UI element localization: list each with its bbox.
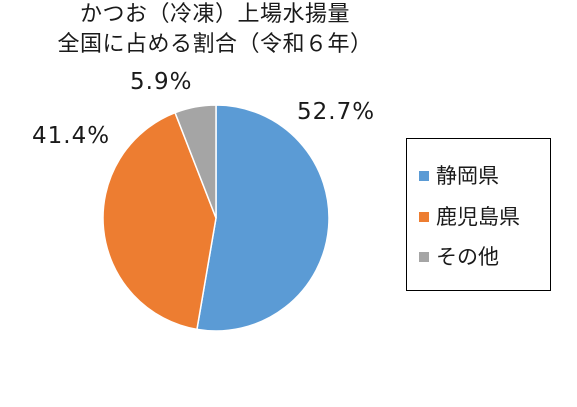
legend-item-other: その他 (419, 244, 499, 270)
pie-slices (102, 104, 330, 332)
legend-label-kagoshima: 鹿児島県 (436, 205, 520, 229)
legend-label-shizuoka: 静岡県 (436, 164, 499, 188)
legend-swatch-kagoshima (419, 212, 429, 222)
legend-label-other: その他 (436, 245, 499, 269)
data-label-shizuoka: 52.7% (297, 99, 376, 125)
legend: 静岡県 鹿児島県 その他 (406, 138, 551, 291)
legend-item-shizuoka: 静岡県 (419, 163, 499, 189)
legend-swatch-shizuoka (419, 171, 429, 181)
pie-slice-shizuoka (196, 104, 330, 332)
chart-title-line-2: 全国に占める割合（令和６年） (57, 32, 373, 57)
data-label-kagoshima: 41.4% (32, 123, 111, 149)
data-label-other: 5.9% (130, 69, 193, 95)
pie-slice-kagoshima (102, 111, 217, 331)
legend-swatch-other (419, 252, 429, 262)
legend-item-kagoshima: 鹿児島県 (419, 204, 520, 230)
chart-title-line-1: かつお（冷凍）上場水揚量 (79, 2, 350, 27)
pie-slice-other (174, 104, 217, 219)
